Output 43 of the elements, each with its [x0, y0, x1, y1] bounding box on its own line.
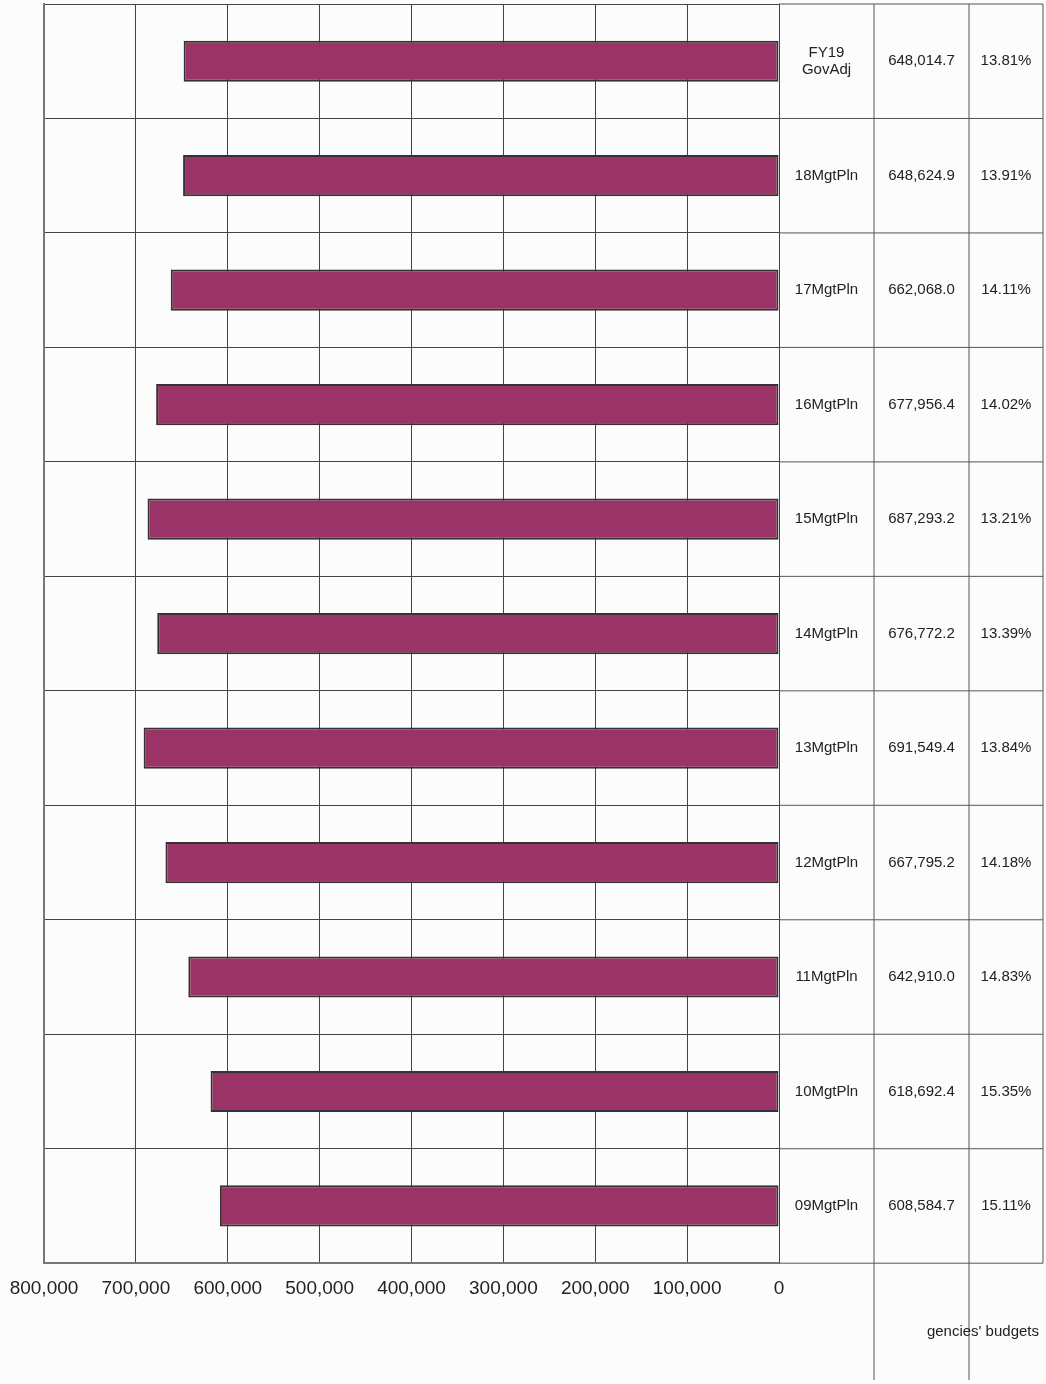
y-tick-label: 11MgtPln — [795, 967, 858, 985]
y-tick-label: 10MgtPln — [794, 1081, 859, 1099]
x-tick-label: 200,000 — [560, 1276, 630, 1298]
y-tick-label: 12MgtPln — [794, 852, 859, 870]
y-tick-label: 14MgtPln — [794, 623, 859, 641]
data-label: 662,068.0 — [888, 280, 955, 298]
text: 14.18% — [980, 852, 1032, 870]
text: 14.02% — [980, 394, 1032, 412]
data-label: 677,956.4 — [888, 394, 955, 412]
x-tick-label: 400,000 — [377, 1276, 446, 1298]
y-tick-label: 13MgtPln — [794, 738, 859, 756]
x-tick-label: 600,000 — [193, 1276, 263, 1298]
text: 14.83% — [980, 967, 1032, 985]
x-tick-label: 700,000 — [101, 1276, 171, 1298]
data-label: 608,584.7 — [888, 1196, 955, 1214]
y-tick-label: 15MgtPln — [794, 509, 859, 527]
data-label: 691,549.4 — [888, 738, 955, 756]
data-label: 618,692.4 — [888, 1081, 955, 1099]
data-label: 648,624.9 — [888, 165, 955, 183]
data-label: 648,014.7 — [888, 51, 955, 69]
data-label: 676,772.2 — [888, 623, 955, 641]
x-tick-label: 800,000 — [9, 1276, 79, 1298]
x-tick-label: 100,000 — [652, 1276, 722, 1298]
text: gencies' budgets — [926, 1321, 1039, 1339]
data-label: 642,910.0 — [888, 967, 955, 985]
text: 13.84% — [980, 738, 1032, 756]
text: 13.91% — [980, 165, 1032, 183]
x-tick-label: 500,000 — [285, 1276, 354, 1298]
text: 13.39% — [980, 623, 1032, 641]
x-tick-label: 0 — [773, 1276, 785, 1298]
y-tick-label: FY19 GovAdj — [801, 42, 852, 77]
x-tick-label: 300,000 — [469, 1276, 538, 1298]
text: 13.81% — [980, 51, 1032, 69]
y-tick-label: 16MgtPln — [794, 394, 859, 412]
y-tick-label: 18MgtPln — [794, 165, 859, 183]
data-label: 687,293.2 — [888, 509, 955, 527]
text: 13.21% — [980, 509, 1032, 527]
y-tick-label: 09MgtPln — [794, 1196, 859, 1214]
text: 15.11% — [981, 1196, 1031, 1214]
y-tick-label: 17MgtPln — [794, 280, 859, 298]
data-label: 667,795.2 — [888, 852, 955, 870]
text: 14.11% — [981, 280, 1031, 298]
text: 15.35% — [980, 1081, 1032, 1099]
